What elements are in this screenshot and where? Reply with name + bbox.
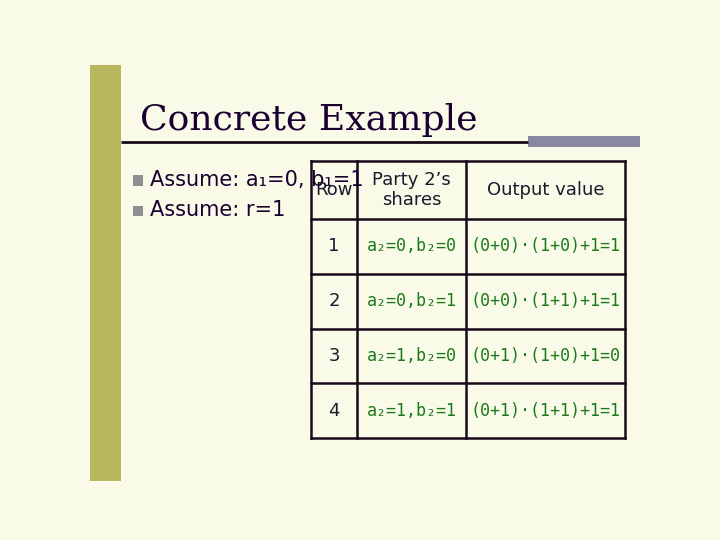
Text: (0+0)·(1+0)+1=1: (0+0)·(1+0)+1=1 — [470, 237, 621, 255]
Text: a₂=0,b₂=0: a₂=0,b₂=0 — [366, 237, 456, 255]
Bar — [132, 175, 143, 186]
Text: 4: 4 — [328, 402, 340, 420]
Text: Assume: a₁=0, b₁=1: Assume: a₁=0, b₁=1 — [150, 170, 364, 190]
Bar — [90, 65, 121, 481]
Text: Party 2’s
shares: Party 2’s shares — [372, 171, 451, 210]
Text: Row: Row — [315, 181, 353, 199]
Text: a₂=0,b₂=1: a₂=0,b₂=1 — [366, 292, 456, 310]
Text: Assume: r=1: Assume: r=1 — [150, 200, 285, 220]
Text: (0+0)·(1+1)+1=1: (0+0)·(1+1)+1=1 — [470, 292, 621, 310]
Text: Output value: Output value — [487, 181, 604, 199]
Text: (0+1)·(1+0)+1=0: (0+1)·(1+0)+1=0 — [470, 347, 621, 365]
Text: a₂=1,b₂=1: a₂=1,b₂=1 — [366, 402, 456, 420]
Text: a₂=1,b₂=0: a₂=1,b₂=0 — [366, 347, 456, 365]
Text: 3: 3 — [328, 347, 340, 365]
Bar — [132, 206, 143, 217]
Bar — [528, 137, 640, 147]
Text: 1: 1 — [328, 237, 340, 255]
Text: Concrete Example: Concrete Example — [140, 103, 478, 137]
Text: 2: 2 — [328, 292, 340, 310]
Text: (0+1)·(1+1)+1=1: (0+1)·(1+1)+1=1 — [470, 402, 621, 420]
